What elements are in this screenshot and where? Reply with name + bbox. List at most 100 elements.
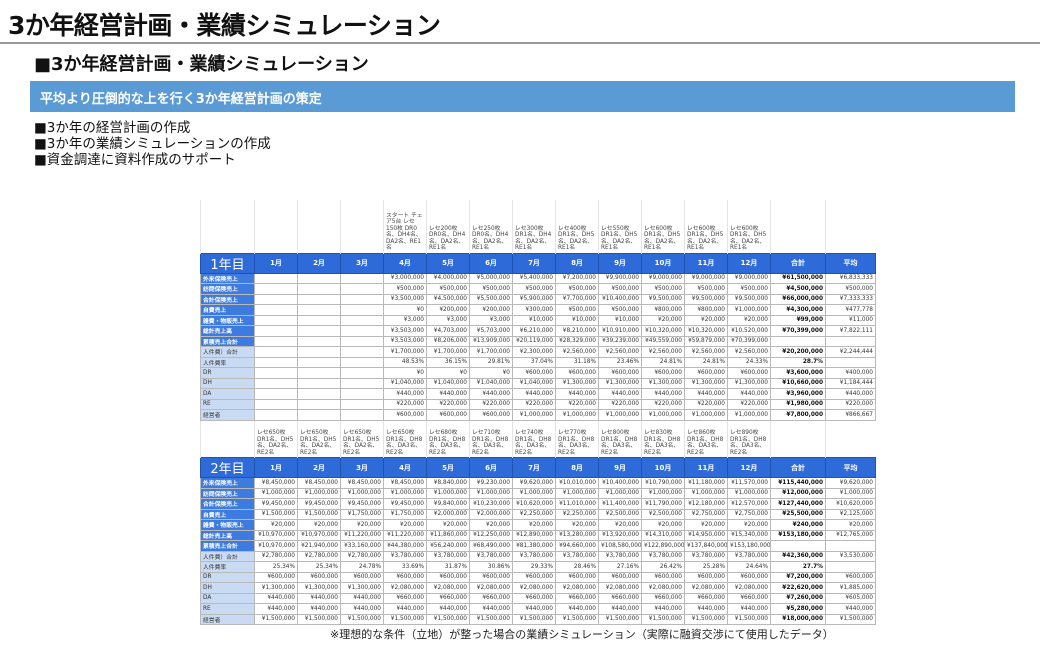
table-row: 自費売上 ¥0 ¥200,000 ¥200,000 ¥300,000 ¥500,000 ¥5… (200, 304, 876, 316)
row-label: 自費売上 (200, 508, 255, 520)
table-row: 経営者 ¥1,500,000 ¥1,500,000 ¥1,500,000 ¥1,500,… (200, 613, 876, 625)
value-cell: 31.87% (426, 561, 470, 573)
value-cell (340, 325, 384, 337)
value-cell: ¥10,400,000 (598, 477, 642, 489)
value-cell: ¥12,250,000 (469, 529, 513, 541)
value-cell: ¥500,000 (684, 283, 728, 295)
value-cell (254, 356, 298, 368)
total-cell (770, 335, 826, 347)
value-cell: 26.42% (641, 561, 685, 573)
month-header: 10月 (641, 457, 685, 478)
value-cell: ¥10,320,000 (684, 325, 728, 337)
month-note: レセ250枚 DR0名、DH4名、DA2名、RE1名 (469, 200, 513, 253)
value-cell: ¥1,000,000 (512, 487, 556, 499)
notes-spacer (770, 200, 826, 253)
value-cell: ¥2,250,000 (512, 508, 556, 520)
value-cell: ¥20,000 (383, 519, 427, 531)
value-cell (297, 388, 341, 400)
average-cell (825, 561, 876, 573)
month-header: 6月 (469, 457, 513, 478)
value-cell: ¥11,860,000 (426, 529, 470, 541)
value-cell: 33.69% (383, 561, 427, 573)
value-cell: ¥600,000 (512, 571, 556, 583)
value-cell: ¥1,500,000 (469, 613, 513, 625)
table-row: 外来保険売上 ¥3,000,000 ¥4,000,000 ¥5,000,000 ¥5,4… (200, 272, 876, 284)
value-cell: 25.34% (297, 561, 341, 573)
row-label: 人件費）合計 (200, 346, 255, 358)
value-cell: ¥600,000 (555, 367, 599, 379)
average-cell: ¥605,000 (825, 592, 876, 604)
value-cell: ¥1,000,000 (555, 409, 599, 421)
value-cell: ¥9,450,000 (297, 498, 341, 510)
value-cell: ¥300,000 (512, 304, 556, 316)
value-cell (340, 314, 384, 326)
value-cell: ¥2,560,000 (555, 346, 599, 358)
bullet-item: ■資金調達に資料作成のサポート (34, 152, 236, 168)
total-cell: ¥115,440,000 (770, 477, 826, 489)
value-cell (254, 398, 298, 410)
value-cell: ¥2,080,000 (383, 582, 427, 594)
table-row: 経営者 ¥600,000 ¥600,000 ¥600,000 ¥1,000,000 ¥1,… (200, 409, 876, 421)
value-cell: ¥1,000,000 (469, 487, 513, 499)
value-cell (340, 304, 384, 316)
value-cell: ¥2,560,000 (598, 346, 642, 358)
value-cell: ¥1,500,000 (340, 613, 384, 625)
row-label: 自費売上 (200, 304, 255, 316)
month-header: 11月 (684, 252, 728, 274)
value-cell: ¥2,500,000 (641, 508, 685, 520)
value-cell: ¥8,840,000 (426, 477, 470, 489)
total-cell: ¥22,620,000 (770, 582, 826, 594)
value-cell: 29.81% (469, 356, 513, 368)
month-header: 3月 (340, 457, 384, 478)
value-cell: ¥10,970,000 (254, 540, 298, 552)
average-cell: ¥12,765,000 (825, 529, 876, 541)
table-row: 総計売上高 ¥10,970,000 ¥10,970,000 ¥11,220,000 ¥1… (200, 529, 876, 541)
value-cell: 24.33% (727, 356, 771, 368)
value-cell: ¥3,000 (426, 314, 470, 326)
value-cell: ¥7,200,000 (555, 272, 599, 284)
value-cell: 30.86% (469, 561, 513, 573)
value-cell: ¥1,000,000 (641, 487, 685, 499)
total-header: 合計 (770, 252, 826, 274)
value-cell: ¥9,230,000 (469, 477, 513, 489)
total-cell: ¥127,440,000 (770, 498, 826, 510)
average-cell: ¥220,000 (825, 398, 876, 410)
value-cell: ¥2,000,000 (426, 508, 470, 520)
table-row: DH ¥1,300,000 ¥1,300,000 ¥1,300,000 ¥2,080,0… (200, 582, 876, 594)
year-label: 1年目 (200, 252, 255, 274)
value-cell: ¥800,000 (684, 304, 728, 316)
value-cell: ¥4,703,000 (426, 325, 470, 337)
value-cell: ¥440,000 (512, 388, 556, 400)
value-cell: ¥11,400,000 (598, 498, 642, 510)
value-cell: ¥0 (426, 367, 470, 379)
value-cell (254, 346, 298, 358)
row-label: DA (200, 592, 255, 604)
value-cell: ¥59,879,000 (684, 335, 728, 347)
value-cell: ¥600,000 (340, 571, 384, 583)
table-row: 累積売上合計 ¥3,503,000 ¥8,206,000 ¥13,909,000 ¥20… (200, 335, 876, 347)
value-cell: ¥500,000 (598, 283, 642, 295)
average-cell: ¥11,000 (825, 314, 876, 326)
value-cell: 48.53% (383, 356, 427, 368)
value-cell: ¥4,500,000 (426, 293, 470, 305)
value-cell: ¥10,910,000 (598, 325, 642, 337)
value-cell: ¥20,000 (340, 519, 384, 531)
value-cell: ¥20,000 (254, 519, 298, 531)
value-cell: ¥21,940,000 (297, 540, 341, 552)
value-cell: ¥4,000,000 (426, 272, 470, 284)
value-cell: ¥3,503,000 (383, 325, 427, 337)
value-cell: ¥1,500,000 (383, 613, 427, 625)
value-cell: ¥10,790,000 (641, 477, 685, 489)
month-note: レセ600枚 DR1名、DH5名、DA2名、RE1名 (727, 200, 771, 253)
month-header: 9月 (598, 457, 642, 478)
row-label: DH (200, 582, 255, 594)
total-cell: ¥42,360,000 (770, 550, 826, 562)
total-cell: 27.7% (770, 561, 826, 573)
notes-row: スタート チェア5台 レセ150枚 DR0名、DH4名、DA2名、RE1名 レセ2… (200, 200, 876, 253)
value-cell: 37.04% (512, 356, 556, 368)
average-cell: ¥1,184,444 (825, 377, 876, 389)
month-note (297, 200, 341, 253)
value-cell: ¥1,700,000 (426, 346, 470, 358)
value-cell: ¥1,700,000 (469, 346, 513, 358)
total-cell: ¥66,000,000 (770, 293, 826, 305)
